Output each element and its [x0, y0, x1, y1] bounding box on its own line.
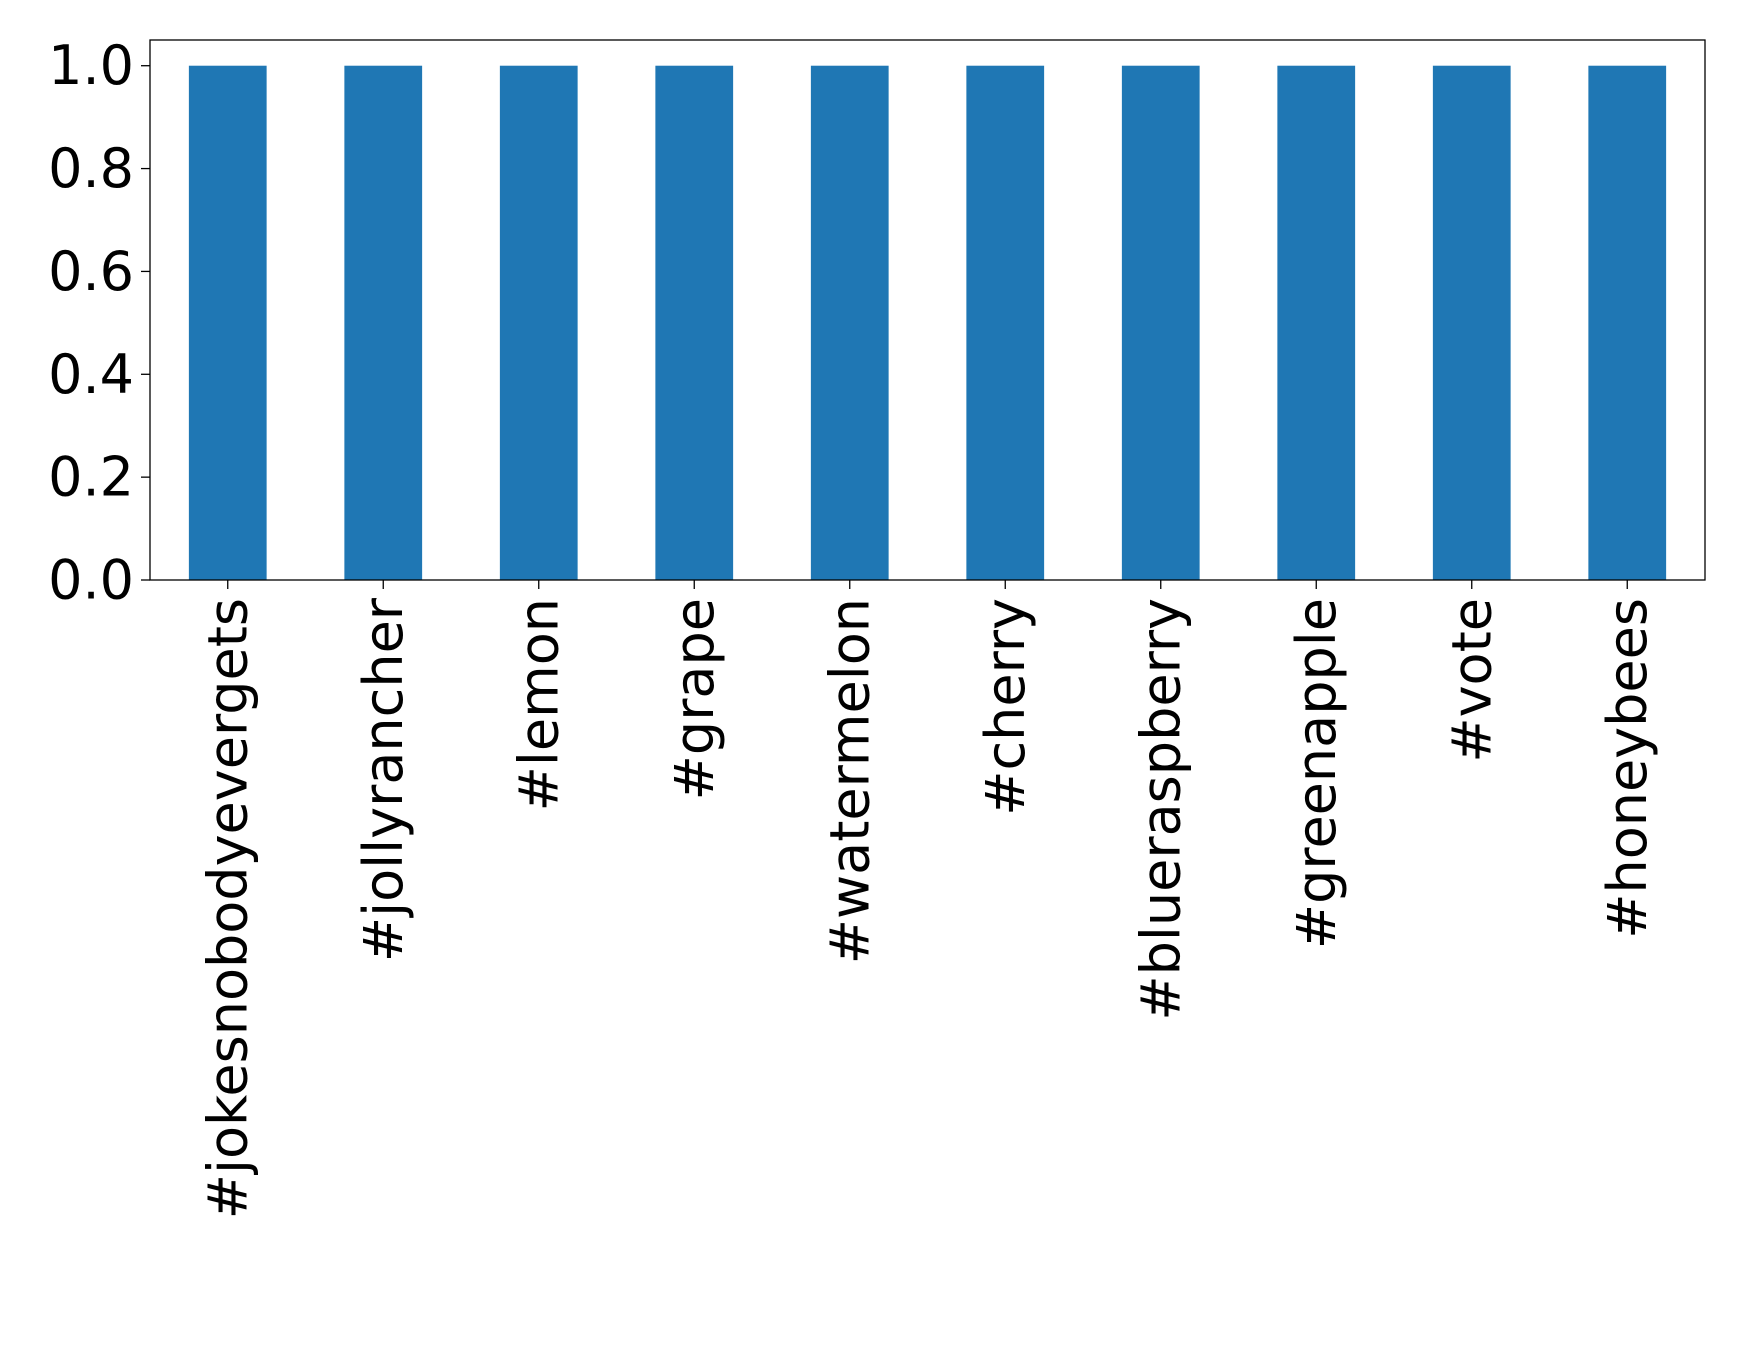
x-tick-label: #lemon	[507, 598, 570, 811]
x-tick-label: #vote	[1440, 598, 1503, 763]
bar	[188, 65, 267, 580]
bar	[1432, 65, 1511, 580]
bar	[1588, 65, 1667, 580]
x-tick-label: #watermelon	[818, 598, 881, 964]
x-tick-label: #grape	[663, 598, 726, 800]
y-tick-label: 0.0	[48, 549, 134, 612]
x-tick-label: #greenapple	[1285, 598, 1348, 949]
y-tick-label: 0.4	[48, 343, 134, 406]
bar	[1277, 65, 1356, 580]
y-tick-label: 0.8	[48, 137, 134, 200]
x-tick-label: #blueraspberry	[1129, 598, 1192, 1021]
bar	[344, 65, 423, 580]
bar	[655, 65, 734, 580]
y-axis: 0.0 0.2 0.4 0.6 0.8 1.0	[48, 34, 150, 612]
x-tick-label: #cherry	[974, 598, 1037, 816]
bar	[966, 65, 1045, 580]
x-tick-label: #jokesnobodyevergets	[196, 598, 259, 1219]
bar	[810, 65, 889, 580]
y-tick-label: 0.2	[48, 446, 134, 509]
y-tick-label: 1.0	[48, 34, 134, 97]
y-tick-label: 0.6	[48, 240, 134, 303]
x-tick-label: #honeybees	[1596, 598, 1659, 939]
bar	[1121, 65, 1200, 580]
bars-layer	[188, 65, 1667, 580]
x-tick-label: #jollyrancher	[352, 597, 415, 962]
bar	[499, 65, 578, 580]
x-axis: #jokesnobodyevergets #jollyrancher #lemon #…	[196, 580, 1659, 1219]
plot-frame	[149, 39, 1706, 581]
